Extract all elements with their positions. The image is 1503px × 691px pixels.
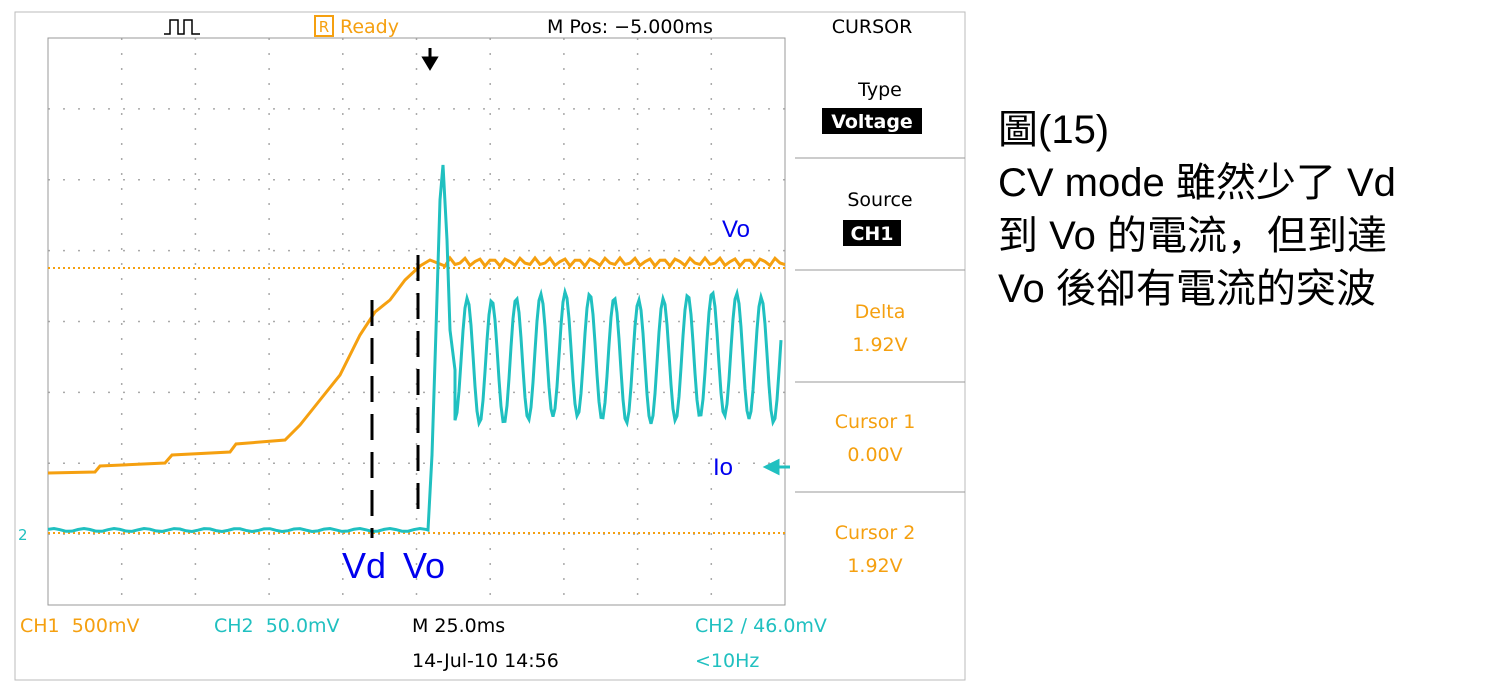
menu-highlight xyxy=(843,220,901,246)
scope-screen xyxy=(14,11,966,681)
vd-label: Vd xyxy=(342,545,386,586)
caption-line: 圖(15) xyxy=(998,108,1109,152)
vo-label: Vo xyxy=(403,545,445,586)
menu-value: CH1 xyxy=(850,223,893,245)
io-trace-label: Io xyxy=(713,454,733,481)
frequency: <10Hz xyxy=(695,650,759,672)
caption-line: CV mode 雖然少了 Vd xyxy=(998,161,1396,205)
menu-label: Cursor 2 xyxy=(835,522,916,544)
caption-line: 到 Vo 的電流，但到達 xyxy=(998,214,1387,258)
vo-trace-label: Vo xyxy=(722,216,750,243)
menu-title: CURSOR xyxy=(832,16,913,38)
ch1-scale: CH1 500mV xyxy=(20,615,140,637)
menu-value: 1.92V xyxy=(847,555,902,577)
menu-highlight xyxy=(822,108,922,134)
menu-separators xyxy=(795,157,965,493)
date: 14-Jul-10 14:56 xyxy=(412,650,559,672)
position: M Pos: −5.000ms xyxy=(547,16,713,38)
menu-value: 0.00V xyxy=(847,444,902,466)
timebase: M 25.0ms xyxy=(412,615,505,637)
caption-line: Vo 後卻有電流的突波 xyxy=(998,267,1376,311)
menu-label: Source xyxy=(847,189,912,211)
ch2-scale: CH2 50.0mV xyxy=(214,615,340,637)
menu-label: Cursor 1 xyxy=(835,411,916,433)
ch2-marker: 2 xyxy=(18,526,28,544)
trigger-icon xyxy=(164,19,200,35)
ch1-trace xyxy=(47,255,786,475)
ch2-trace xyxy=(47,164,783,534)
graticule-border xyxy=(47,37,786,606)
menu-value: 1.92V xyxy=(852,334,907,356)
trigger-level: CH2 ∕ 46.0mV xyxy=(695,615,827,637)
menu-label: Delta xyxy=(855,301,906,323)
trigger-arrow xyxy=(421,48,439,71)
ch2-level-arrow xyxy=(762,458,790,476)
run-icon-label: R xyxy=(319,18,329,36)
status: Ready xyxy=(340,16,399,38)
menu-label: Type xyxy=(857,79,902,101)
menu-value: Voltage xyxy=(831,111,913,133)
run-icon xyxy=(314,15,334,37)
